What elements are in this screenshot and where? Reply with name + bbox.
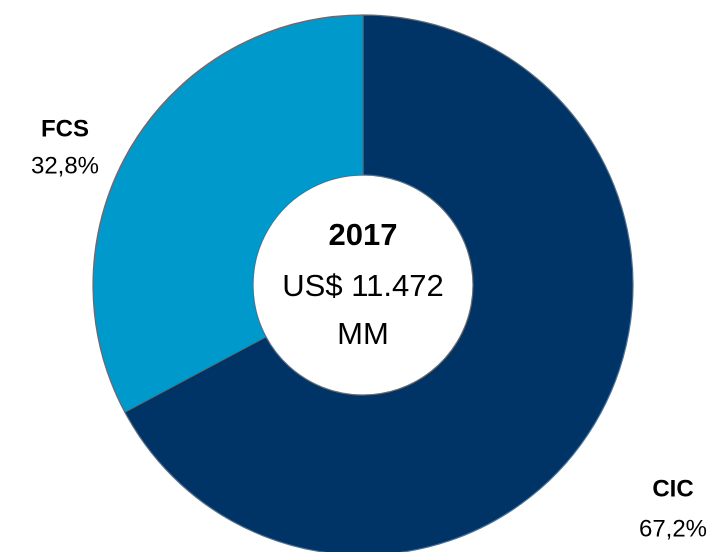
slice-label: CIC xyxy=(652,475,693,502)
slice-label: FCS xyxy=(41,115,89,142)
value-label: 67,2% xyxy=(639,515,707,542)
slice xyxy=(123,14,634,552)
center-title: 2017 xyxy=(329,217,398,252)
center-text: MM xyxy=(337,316,389,351)
value-label: 32,8% xyxy=(31,152,99,179)
center-text: US$ 11.472 xyxy=(282,268,443,303)
slice xyxy=(92,14,364,413)
